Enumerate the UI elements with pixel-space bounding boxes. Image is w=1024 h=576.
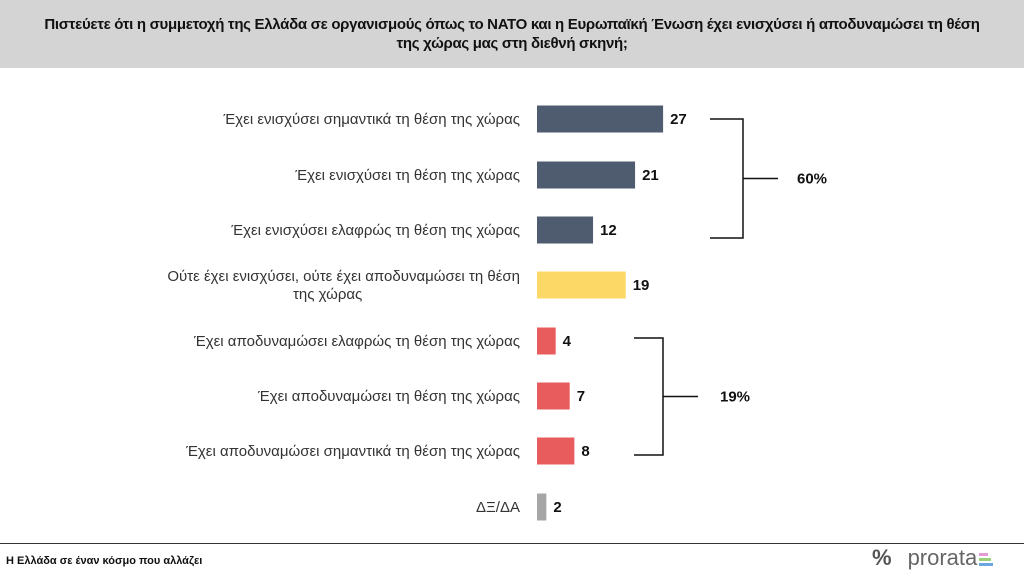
group-total-label: 60% [797, 171, 827, 188]
brand-name: prorata [907, 545, 978, 570]
footer-text: Η Ελλάδα σε έναν κόσμο που αλλάζει [6, 555, 203, 567]
footer-divider [0, 543, 1024, 544]
data-label: 4 [563, 333, 572, 350]
bar [537, 327, 556, 355]
category-label: Ούτε έχει ενισχύσει, ούτε έχει αποδυναμώ… [167, 268, 520, 303]
bar [537, 161, 636, 189]
category-label: ΔΞ/ΔΑ [476, 499, 520, 516]
category-label: Έχει αποδυναμώσει ελαφρώς τη θέση της χώ… [193, 333, 520, 350]
bar [537, 105, 664, 133]
group-bracket [634, 337, 698, 456]
category-label: Έχει αποδυναμώσει τη θέση της χώρας [257, 388, 520, 405]
percent-logo-icon: % [872, 545, 892, 570]
data-label: 8 [581, 443, 589, 460]
bar [537, 382, 570, 410]
prorata-logo: % prorata [872, 545, 994, 571]
group-total-label: 19% [720, 389, 750, 406]
data-label: 12 [600, 222, 617, 239]
data-label: 7 [577, 388, 585, 405]
bar [537, 437, 575, 465]
bar [537, 271, 626, 299]
bar [537, 216, 594, 244]
category-label: Έχει ενισχύσει σημαντικά τη θέση της χώρ… [223, 111, 520, 128]
logo-bars-icon [979, 551, 994, 568]
data-label: 21 [642, 167, 659, 184]
category-label: Έχει ενισχύσει ελαφρώς τη θέση της χώρας [230, 222, 520, 239]
data-label: 19 [633, 277, 650, 294]
bar [537, 493, 547, 521]
category-label: Έχει ενισχύσει τη θέση της χώρας [294, 167, 520, 184]
data-label: 27 [670, 111, 687, 128]
chart-title: Πιστεύετε ότι η συμμετοχή της Ελλάδα σε … [44, 16, 980, 52]
group-bracket [710, 118, 778, 239]
header: Πιστεύετε ότι η συμμετοχή της Ελλάδα σε … [0, 0, 1024, 68]
category-label: Έχει αποδυναμώσει σημαντικά τη θέση της … [185, 443, 520, 460]
data-label: 2 [553, 499, 561, 516]
